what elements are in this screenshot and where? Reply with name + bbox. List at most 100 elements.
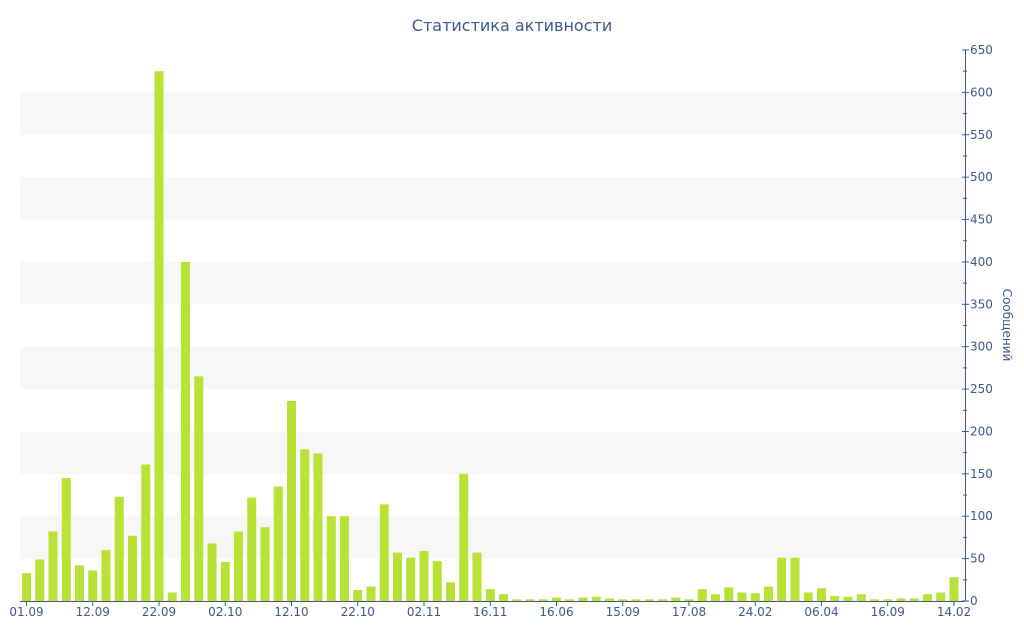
bar (631, 599, 641, 601)
bar (154, 71, 164, 601)
y-tick-label: 150 (970, 467, 993, 481)
bar (605, 598, 614, 601)
grid-bands (20, 92, 965, 559)
bar (88, 570, 98, 601)
bar (340, 516, 349, 601)
bar (406, 557, 416, 601)
bar (512, 599, 522, 601)
bar (578, 597, 588, 601)
axes: 0 50 100 150 200 250 300 350 400 450 500 550 600 650 0… (9, 43, 993, 619)
x-tick-label: 01.09 (9, 605, 43, 619)
grid-band (20, 92, 965, 135)
x-tick-label: 14.02 (937, 605, 971, 619)
x-tick-label: 02.10 (208, 605, 242, 619)
bar (790, 557, 800, 601)
bar (75, 565, 84, 601)
bar (936, 592, 946, 601)
bar (114, 496, 124, 601)
bar (777, 557, 787, 601)
x-tick-label: 16.09 (871, 605, 905, 619)
chart-title: Статистика активности (412, 16, 612, 35)
y-tick-label: 550 (970, 128, 993, 142)
bar (353, 589, 363, 601)
y-tick-label: 0 (970, 594, 978, 608)
bar (658, 599, 667, 601)
y-tick-label: 100 (970, 509, 993, 523)
x-tick-label: 02.11 (407, 605, 441, 619)
bar (817, 588, 826, 601)
bar (273, 486, 283, 601)
bar (856, 594, 866, 601)
y-tick-label: 200 (970, 424, 993, 438)
bar (870, 599, 879, 601)
bar (711, 594, 720, 601)
bar (750, 593, 760, 601)
bar (697, 589, 707, 601)
y-tick-label: 450 (970, 213, 993, 227)
bar (446, 582, 455, 601)
bar (618, 599, 628, 601)
bar (499, 594, 508, 601)
y-tick-label: 250 (970, 382, 993, 396)
bar (459, 473, 469, 601)
bar (181, 261, 190, 601)
bar (207, 543, 217, 601)
bar (883, 599, 893, 601)
bar (949, 577, 959, 601)
y-axis-label: Сообщений (1000, 289, 1014, 362)
bar (923, 594, 932, 601)
bar (128, 535, 137, 601)
y-tick-label: 400 (970, 255, 993, 269)
bar (764, 586, 773, 601)
bar (472, 552, 482, 601)
bar (552, 597, 561, 601)
bar (141, 464, 151, 601)
x-tick-label: 17.08 (672, 605, 706, 619)
bar (684, 599, 694, 601)
bar (724, 587, 734, 601)
x-tick-label: 24.02 (738, 605, 772, 619)
bar (247, 497, 257, 601)
x-tick-label: 22.10 (341, 605, 375, 619)
bar (538, 599, 548, 601)
bar (432, 561, 442, 601)
grid-band (20, 516, 965, 559)
x-tick-label: 22.09 (142, 605, 176, 619)
bar (61, 478, 71, 601)
bar (326, 516, 336, 601)
bar (313, 453, 323, 601)
bar (300, 449, 310, 601)
x-tick-label: 16.11 (473, 605, 507, 619)
y-tick-label: 300 (970, 340, 993, 354)
bar (565, 599, 575, 601)
bar (830, 595, 840, 601)
bar (485, 589, 495, 601)
bar (379, 504, 389, 601)
y-tick-label: 50 (970, 552, 985, 566)
bar (525, 599, 535, 601)
bar (366, 586, 376, 601)
bar (909, 598, 919, 601)
bar (101, 550, 111, 601)
bar-series (22, 71, 959, 601)
x-tick-label: 16.06 (539, 605, 573, 619)
bar (48, 531, 58, 601)
bar (194, 376, 204, 601)
bar (803, 592, 813, 601)
x-tick-label: 15.09 (606, 605, 640, 619)
bar (35, 559, 45, 601)
bar (671, 597, 681, 601)
y-tick-label: 600 (970, 85, 993, 99)
grid-band (20, 177, 965, 220)
bar (287, 400, 296, 601)
bar (737, 592, 747, 601)
bar (591, 596, 601, 601)
y-tick-label: 650 (970, 43, 993, 57)
grid-band (20, 431, 965, 474)
grid-band (20, 261, 965, 305)
bar (260, 527, 270, 601)
bar (419, 550, 429, 601)
x-tick-label: 12.10 (274, 605, 308, 619)
bar (234, 531, 243, 601)
